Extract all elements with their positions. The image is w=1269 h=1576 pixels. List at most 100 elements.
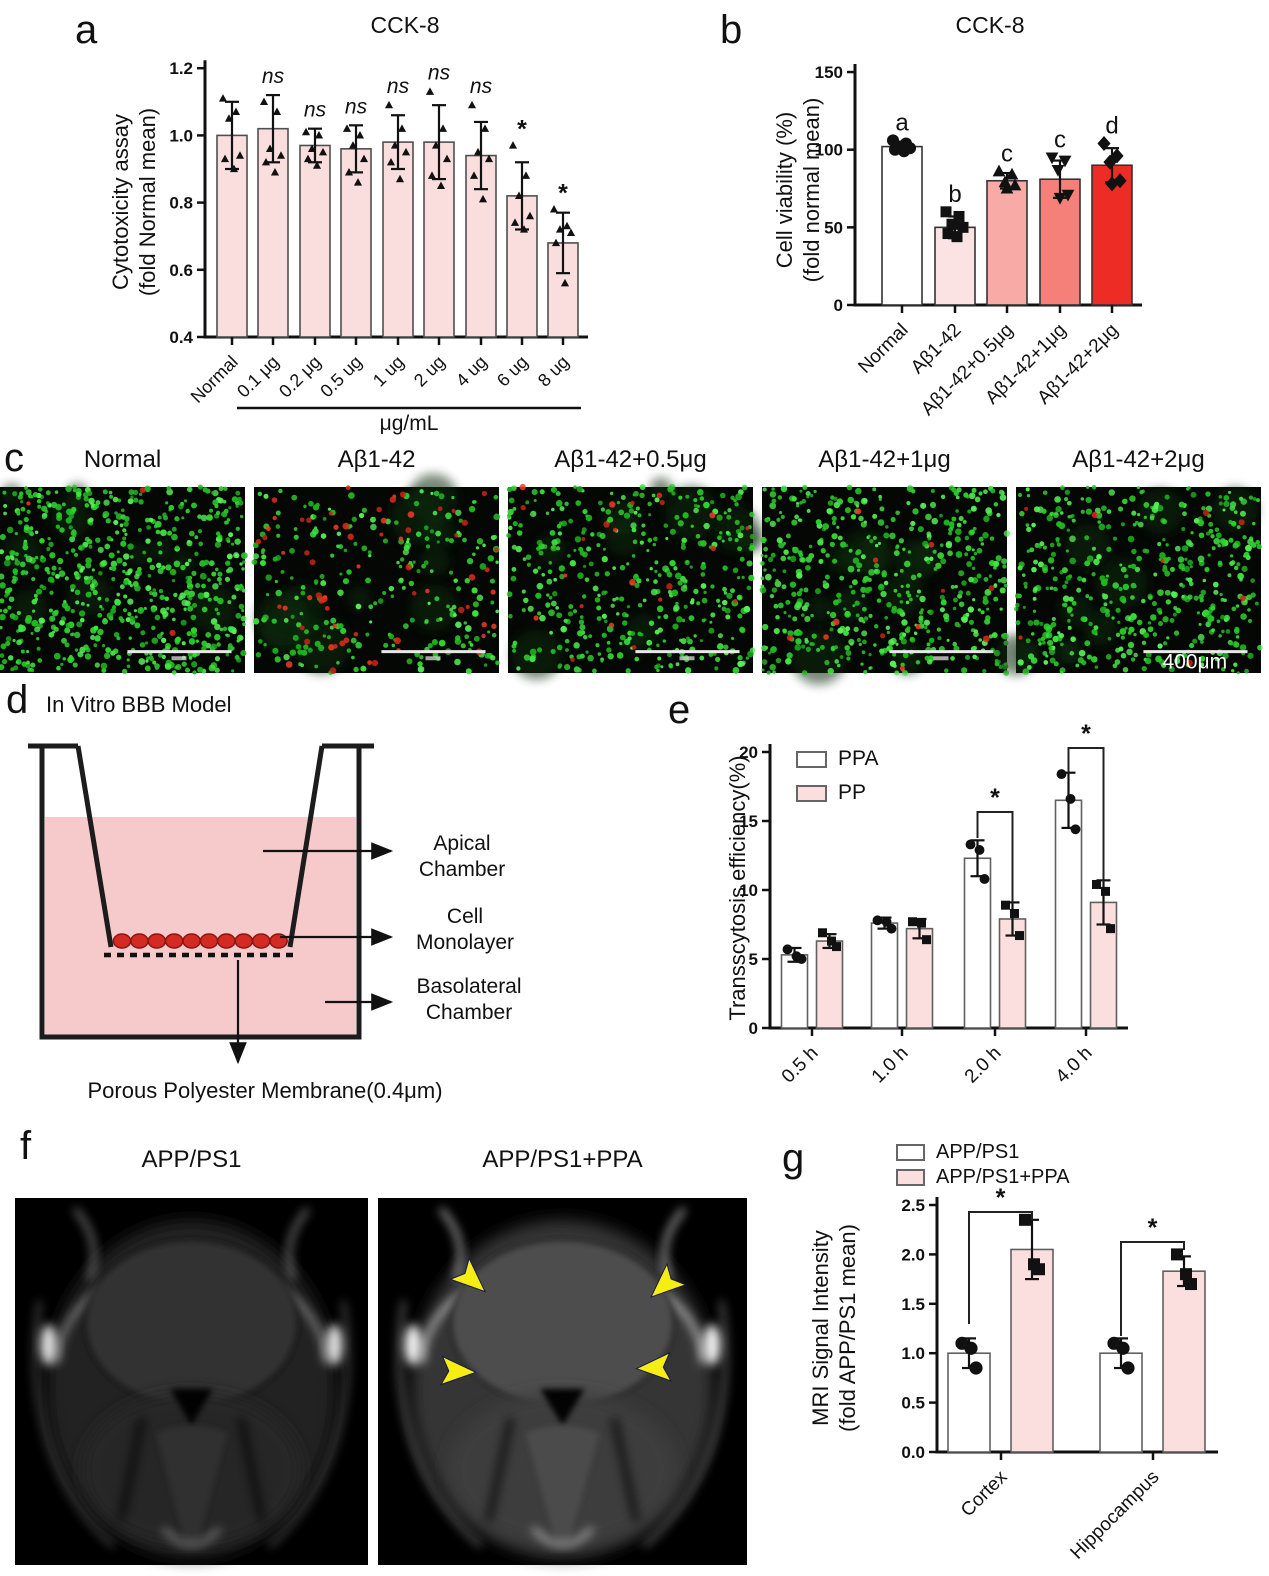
bar-PP-0.5 h — [815, 940, 844, 1029]
bbb-cell-monolayer — [112, 933, 288, 949]
endothelial-cell — [199, 933, 219, 949]
svg-text:2 ug: 2 ug — [410, 352, 449, 391]
svg-text:20: 20 — [739, 743, 758, 762]
svg-text:*: * — [1081, 720, 1091, 748]
endothelial-cell — [182, 933, 201, 949]
micro-label-1ug: Aβ1-42+1μg — [818, 446, 951, 473]
svg-text:Cell viability (%): Cell viability (%) — [772, 112, 797, 268]
svg-text:2.0: 2.0 — [901, 1245, 925, 1264]
svg-text:(fold normal mean): (fold normal mean) — [799, 98, 824, 283]
bar-PPA-0.5 h — [780, 954, 809, 1029]
endothelial-cell — [112, 933, 132, 949]
panel-c-letter: c — [4, 436, 24, 480]
svg-text:*: * — [517, 115, 527, 143]
legend-label-pp: PP — [838, 781, 867, 804]
svg-text:*: * — [1148, 1214, 1158, 1242]
panel-b-chart: 0 50 100 150 Cell viability (%) (fold normal … — [772, 63, 1142, 420]
legend-g: APP/PS1 APP/PS1+PPA — [896, 1141, 1070, 1191]
svg-text:4.0 h: 4.0 h — [1052, 1043, 1097, 1088]
bar-1 ug — [382, 141, 414, 338]
svg-text:0: 0 — [749, 1019, 758, 1038]
svg-text:μg/mL: μg/mL — [380, 412, 439, 435]
bar-PPA-2.0 h — [963, 857, 992, 1029]
svg-text:c: c — [1001, 140, 1013, 167]
svg-text:Cortex: Cortex — [957, 1466, 1012, 1521]
svg-text:0.1 μg: 0.1 μg — [233, 352, 283, 402]
scale-bar-label: 400μm — [1163, 650, 1228, 673]
panel-a-chart: 0.4 0.6 0.8 1.0 1.2 Cytotoxicity assay (fold N… — [108, 59, 588, 435]
micro-label-05ug: Aβ1-42+0.5μg — [554, 446, 707, 473]
cell-monolayer-label: Cell Monolayer — [415, 905, 515, 955]
bar-Aβ1-42+0.5μg — [986, 179, 1028, 306]
legend-e-row-ppa: PPA — [796, 747, 878, 771]
panel-a-letter: a — [75, 8, 98, 52]
legend-label-appps1: APP/PS1 — [936, 1141, 1020, 1163]
svg-text:0.5: 0.5 — [901, 1394, 925, 1413]
svg-text:Hippocampus: Hippocampus — [1067, 1467, 1164, 1564]
svg-text:2.0 h: 2.0 h — [961, 1043, 1006, 1088]
sig-bracket — [1067, 747, 1105, 882]
svg-text:a: a — [895, 109, 909, 136]
svg-text:ns: ns — [345, 95, 368, 118]
bar-APP/PS1-Hippocampus — [1099, 1352, 1143, 1453]
micro-label-normal: Normal — [83, 446, 162, 473]
svg-text:1 ug: 1 ug — [369, 352, 408, 391]
micro-label-ab142: Aβ1-42 — [337, 446, 416, 473]
panel-b-letter: b — [720, 8, 743, 52]
panel-g-chart: 0.0 0.5 1.0 1.5 2.0 2.5 MRI Signal Intensity (f… — [808, 1184, 1218, 1564]
svg-text:d: d — [1105, 112, 1118, 139]
legend-swatch-ppa — [796, 750, 827, 768]
svg-text:1.0: 1.0 — [169, 126, 193, 145]
mri-arrow — [440, 1355, 478, 1386]
sig-bracket — [976, 811, 1014, 904]
svg-text:5: 5 — [749, 950, 758, 969]
svg-text:0.6: 0.6 — [169, 261, 193, 280]
svg-text:0.4: 0.4 — [169, 328, 193, 347]
legend-e-row-pp: PP — [796, 781, 878, 805]
svg-text:Normal: Normal — [187, 352, 242, 407]
microscopy-image-1 — [251, 473, 501, 676]
svg-text:ns: ns — [470, 75, 493, 98]
panel-f-letter: f — [20, 1124, 32, 1168]
bar-0.5 ug — [340, 148, 372, 338]
mri-image-appps1 — [15, 1198, 368, 1565]
bbb-outer-cup — [39, 746, 362, 1040]
mri-arrow — [650, 1262, 688, 1298]
basolateral-chamber-label: Basolateral Chamber — [416, 975, 522, 1025]
svg-text:0.8: 0.8 — [169, 194, 193, 213]
bbb-diagram — [28, 743, 394, 1065]
svg-text:15: 15 — [739, 812, 758, 831]
svg-text:ns: ns — [387, 75, 410, 98]
panel-b-title: CCK-8 — [955, 12, 1025, 38]
micro-label-2ug: Aβ1-42+2μg — [1072, 446, 1205, 473]
panel-a-title: CCK-8 — [370, 12, 440, 38]
svg-text:1.0 h: 1.0 h — [868, 1043, 913, 1088]
svg-text:(fold APP/PS1 mean): (fold APP/PS1 mean) — [835, 1224, 860, 1432]
bar-APP/PS1+PPA-Cortex — [1010, 1248, 1054, 1453]
svg-text:0: 0 — [834, 296, 843, 315]
legend-g-row-appps1ppa: APP/PS1+PPA — [896, 1166, 1070, 1189]
mri-label-appps1-ppa: APP/PS1+PPA — [482, 1146, 643, 1173]
bbb-liquid — [45, 817, 356, 1036]
svg-text:50: 50 — [824, 218, 843, 237]
svg-text:*: * — [996, 1184, 1006, 1212]
microscopy-image-2 — [506, 477, 763, 680]
apical-chamber-label: Apical Chamber — [418, 832, 506, 882]
endothelial-cell — [164, 933, 184, 949]
legend-label-appps1ppa: APP/PS1+PPA — [936, 1166, 1070, 1188]
legend-label-ppa: PPA — [838, 747, 879, 770]
svg-text:c: c — [1054, 126, 1066, 153]
legend-e: PPA PP — [796, 747, 878, 815]
svg-text:8 ug: 8 ug — [534, 352, 573, 391]
bbb-title: In Vitro BBB Model — [46, 692, 232, 717]
svg-text:0.2 μg: 0.2 μg — [275, 352, 325, 402]
bar-Aβ1-42+2μg — [1091, 164, 1133, 306]
bar-0.2 μg — [299, 144, 331, 338]
legend-swatch-pp — [796, 784, 827, 802]
svg-text:ns: ns — [428, 62, 451, 85]
bar-PPA-4.0 h — [1054, 799, 1083, 1029]
mri-arrow — [634, 1351, 673, 1382]
bar-PP-1.0 h — [905, 927, 934, 1029]
